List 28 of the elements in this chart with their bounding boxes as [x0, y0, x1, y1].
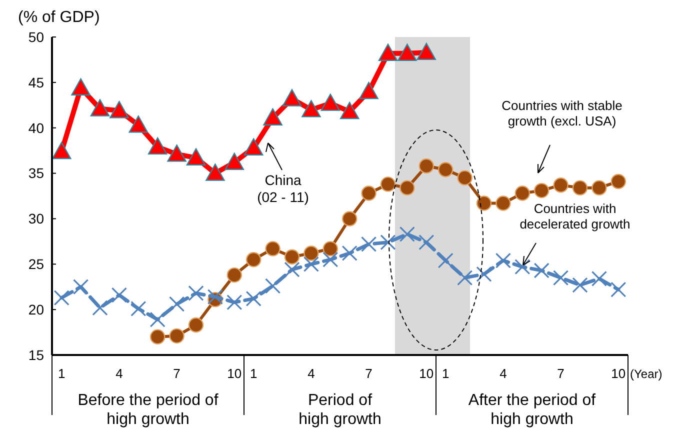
x-tick-label: 10	[611, 366, 626, 381]
x-tick-label: 4	[500, 366, 507, 381]
x-tick-label: 1	[442, 366, 450, 381]
y-tick-label: 35	[28, 165, 44, 182]
y-tick-label: 25	[28, 256, 44, 272]
text: After the period of high growth	[468, 392, 596, 428]
y-tick-label: 45	[28, 74, 44, 90]
y-tick-label: 40	[28, 120, 44, 136]
x-tick-label: 7	[365, 366, 372, 381]
annotation: Countries with stable growth (excl. USA)	[502, 98, 622, 129]
y-tick-label: 50	[28, 28, 44, 45]
annotation: China (02 - 11)	[257, 172, 309, 205]
text: Period of high growth	[298, 392, 382, 428]
text: Before the period of high growth	[78, 392, 219, 428]
x-tick-label: 10	[419, 366, 434, 381]
x-axis-title: (Year)	[630, 367, 662, 381]
x-tick-label: 4	[116, 366, 123, 381]
x-tick-label: 1	[58, 366, 66, 381]
x-tick-label: 4	[308, 366, 315, 381]
x-tick-label: 1	[250, 366, 258, 381]
x-tick-label: 7	[173, 366, 180, 381]
y-axis-title: (% of GDP)	[18, 9, 100, 26]
x-tick-label: 7	[557, 366, 564, 381]
y-tick-label: 30	[28, 210, 44, 227]
annotation: Countries with decelerated growth	[520, 201, 630, 232]
x-tick-label: 10	[227, 366, 242, 381]
y-tick-label: 15	[28, 346, 44, 363]
y-tick-label: 20	[28, 301, 44, 318]
